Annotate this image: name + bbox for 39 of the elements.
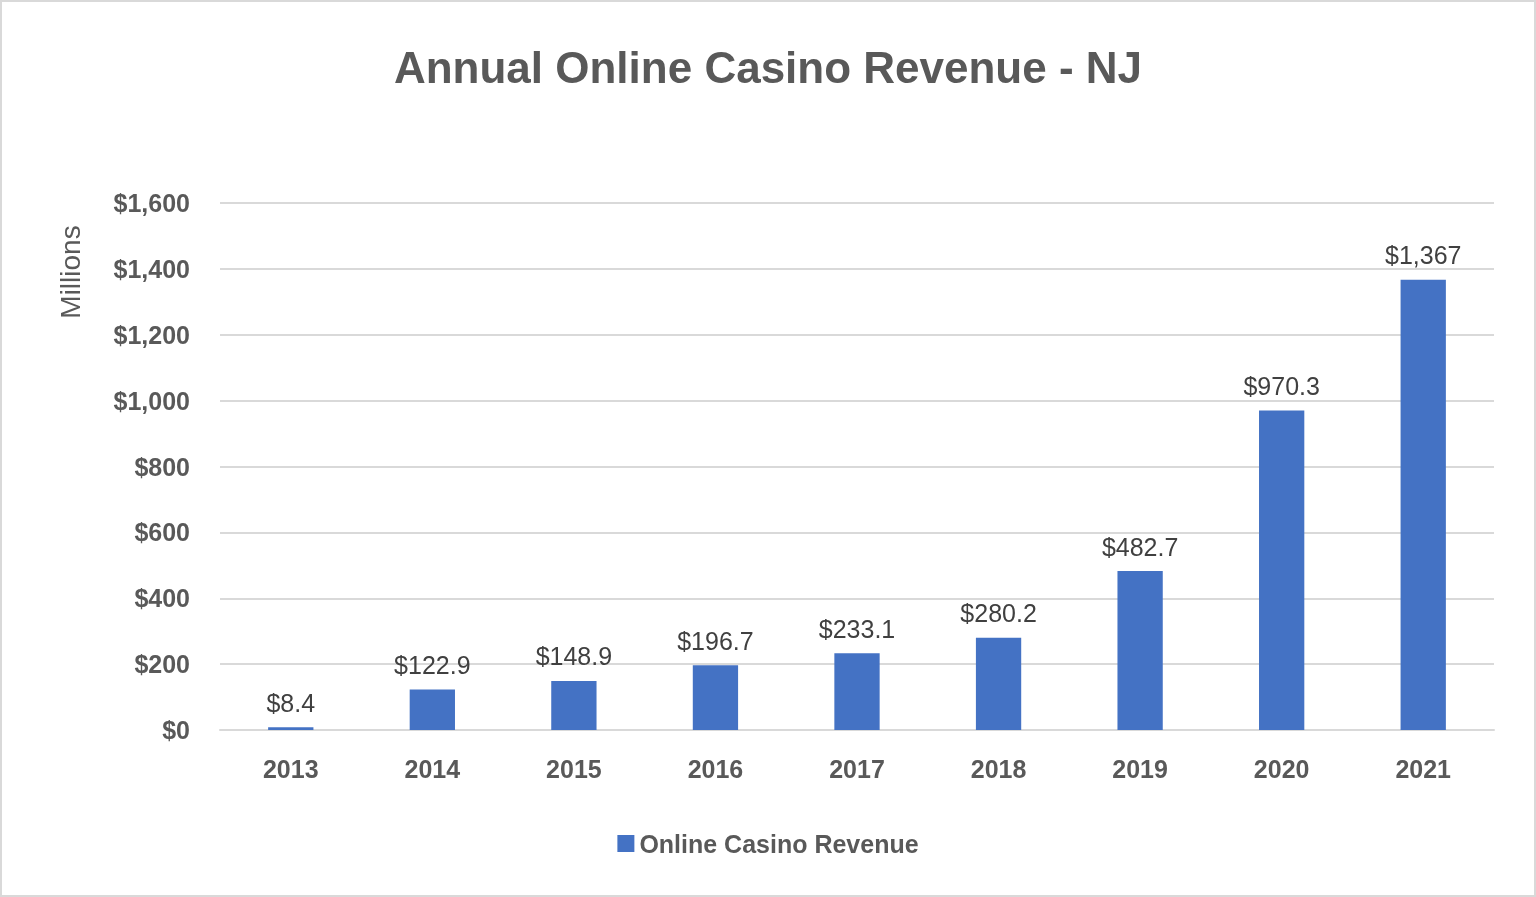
- chart-title: Annual Online Casino Revenue - NJ: [393, 42, 1143, 92]
- bar: [834, 653, 880, 730]
- x-tick-label: 2019: [1112, 754, 1168, 783]
- bar: [1400, 279, 1446, 730]
- x-tick-label: 2016: [687, 754, 744, 783]
- legend-label: Online Casino Revenue: [639, 829, 919, 858]
- bar: [1259, 410, 1305, 730]
- data-label: $8.4: [266, 688, 316, 717]
- x-tick-label: 2021: [1395, 754, 1452, 783]
- bar: [692, 665, 739, 730]
- y-axis-title: Millions: [54, 225, 86, 319]
- data-label: $970.3: [1243, 371, 1320, 400]
- bar: [409, 689, 455, 730]
- y-tick-label: $0: [162, 716, 190, 744]
- data-label: $196.7: [677, 626, 754, 655]
- bar: [975, 637, 1022, 730]
- x-tick-label: 2014: [404, 754, 461, 783]
- data-label: $233.1: [818, 614, 896, 643]
- y-tick-label: $1,600: [113, 189, 190, 217]
- bar: [551, 680, 597, 730]
- x-tick-label: 2013: [262, 754, 319, 783]
- y-tick-label: $800: [134, 452, 190, 481]
- y-tick-label: $200: [134, 650, 190, 679]
- data-label: $482.7: [1101, 532, 1179, 561]
- y-tick-label: $1,400: [113, 254, 190, 283]
- x-tick-label: 2020: [1253, 754, 1310, 783]
- bar: [268, 727, 314, 730]
- data-label: $280.2: [960, 599, 1037, 628]
- x-tick-label: 2015: [546, 754, 602, 783]
- y-tick-label: $600: [134, 518, 190, 547]
- bar: [1117, 571, 1163, 730]
- x-tick-label: 2018: [970, 754, 1027, 783]
- y-tick-label: $1,000: [113, 386, 190, 415]
- y-tick-label: $400: [134, 584, 190, 613]
- data-label: $1,367: [1384, 241, 1462, 270]
- y-tick-label: $1,200: [113, 320, 190, 349]
- data-label: $148.9: [535, 642, 613, 671]
- x-tick-label: 2017: [829, 754, 885, 783]
- data-label: $122.9: [394, 651, 471, 680]
